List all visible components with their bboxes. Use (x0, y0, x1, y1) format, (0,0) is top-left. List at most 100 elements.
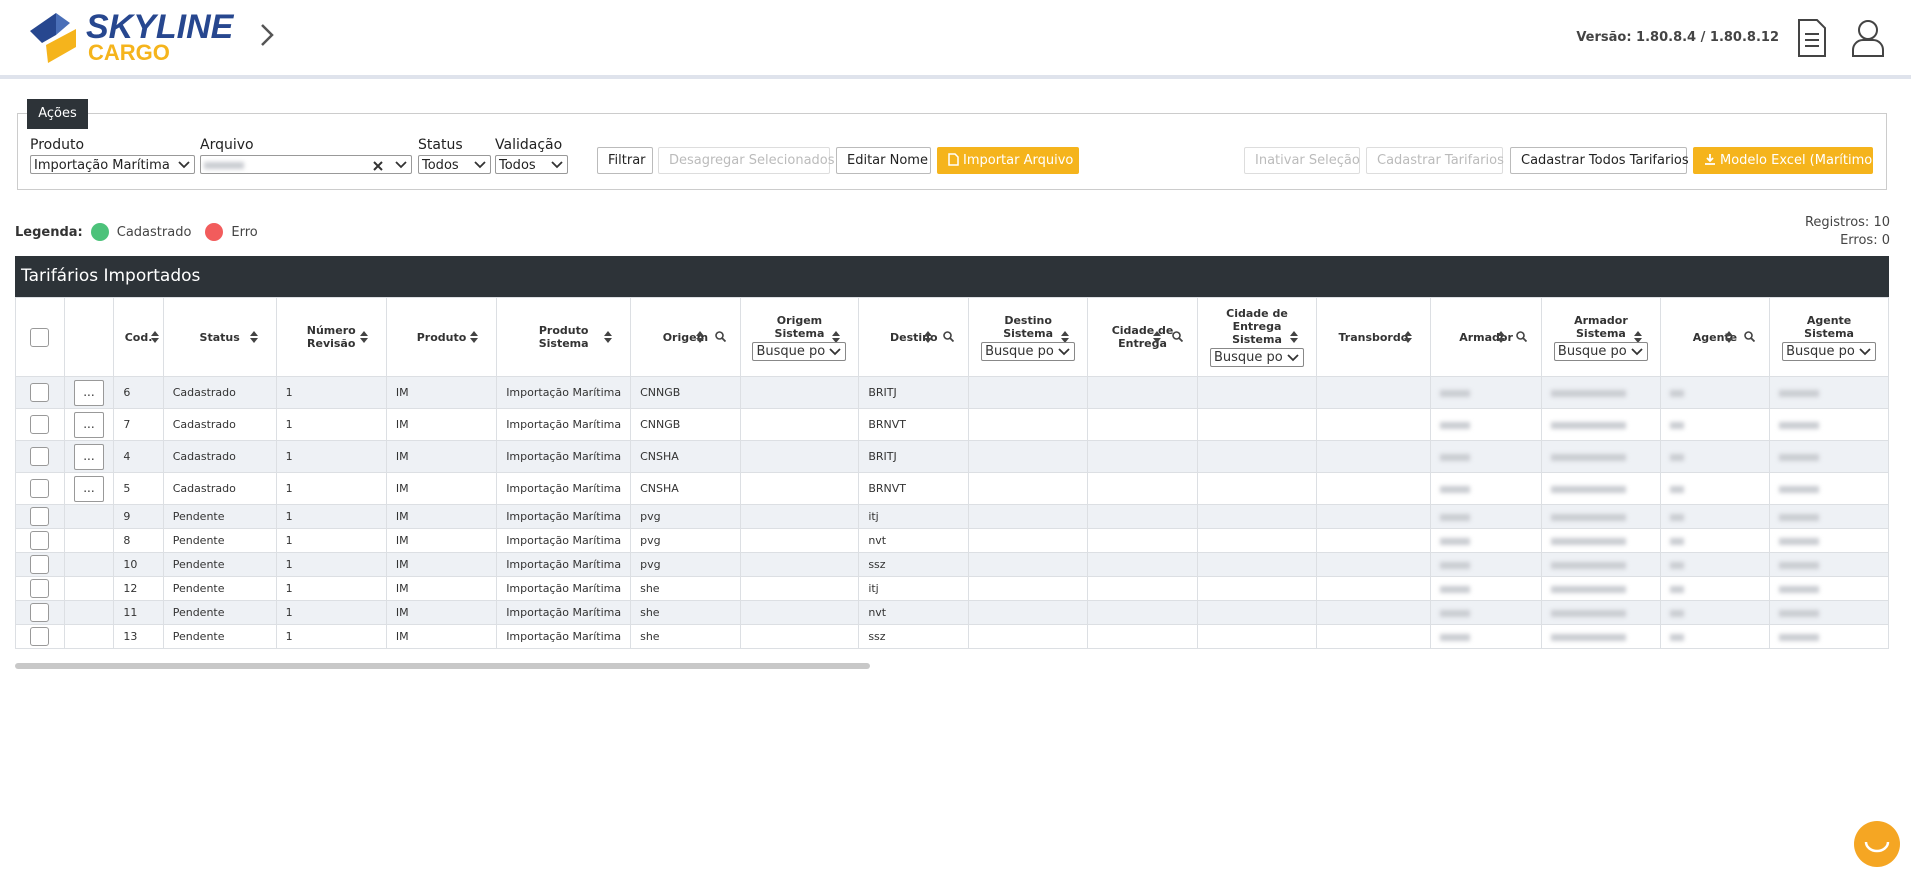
column-filter[interactable]: Busque po (1782, 341, 1877, 361)
header-cell[interactable]: Produto Sistema (496, 297, 632, 377)
actions-tab[interactable]: Ações (27, 99, 88, 129)
header-cell[interactable]: Destino Sistema Busque po (968, 297, 1088, 377)
filter-select[interactable]: Todos (495, 155, 568, 174)
row-checkbox[interactable] (30, 479, 50, 498)
button-label: Desagregar Selecionados (669, 153, 835, 168)
header-cell[interactable]: Número Revisão (275, 297, 387, 377)
row-actions[interactable]: ... (73, 475, 104, 502)
cell (15, 552, 65, 577)
blurred-text (1779, 453, 1820, 461)
cell (1429, 376, 1543, 409)
chat-button[interactable] (1853, 820, 1901, 868)
cell-text: pvg (640, 510, 661, 523)
header-cell[interactable]: Status (162, 297, 277, 377)
filter-value: Todos (422, 158, 459, 173)
sort-icon[interactable] (1725, 331, 1734, 346)
cell (1315, 472, 1431, 505)
sort-icon[interactable] (150, 331, 159, 346)
sort-icon[interactable] (1060, 331, 1069, 346)
sort-icon[interactable] (249, 331, 258, 346)
sort-icon[interactable] (1633, 331, 1642, 346)
row-checkbox[interactable] (30, 603, 50, 622)
column-filter[interactable]: Busque po (981, 341, 1076, 361)
header-cell[interactable]: Armador (1429, 297, 1543, 377)
action-button[interactable]: Filtrar (597, 147, 653, 174)
row-actions[interactable]: ... (73, 411, 104, 438)
header-cell[interactable]: Cidade de Entrega Sistema Busque po (1197, 297, 1317, 377)
search-icon[interactable] (1516, 331, 1528, 345)
sort-icon[interactable] (470, 331, 479, 346)
column-filter[interactable]: Busque po (752, 341, 847, 361)
header-cell[interactable]: Origem Sistema Busque po (739, 297, 860, 377)
row-checkbox[interactable] (30, 383, 50, 402)
sort-icon[interactable] (832, 331, 841, 346)
action-button[interactable]: Importar Arquivo (937, 147, 1079, 174)
logo-bottom: CARGO (88, 40, 170, 65)
header-cell[interactable]: Origem (630, 297, 741, 377)
sort-icon[interactable] (1289, 331, 1298, 346)
row-checkbox[interactable] (30, 579, 50, 598)
cell-text: BRITJ (868, 450, 897, 463)
cell (1086, 376, 1199, 409)
cell-text: itj (868, 510, 879, 523)
cell (1086, 528, 1199, 553)
header-cell[interactable]: Armador Sistema Busque po (1541, 297, 1661, 377)
cell: she (630, 624, 741, 649)
row-actions[interactable]: ... (73, 379, 104, 406)
cell-text: 9 (123, 510, 131, 523)
header-cell[interactable]: Produto (385, 297, 498, 377)
cell (1541, 408, 1661, 441)
header-cell[interactable]: Cod. (113, 297, 164, 377)
row-checkbox[interactable] (30, 447, 50, 466)
sort-icon[interactable] (695, 331, 704, 346)
sort-icon[interactable] (1153, 331, 1162, 346)
select-all[interactable] (30, 327, 50, 347)
row-checkbox[interactable] (30, 555, 50, 574)
cell (1429, 504, 1543, 529)
search-icon[interactable] (714, 331, 726, 345)
sort-icon[interactable] (604, 331, 613, 346)
cell-text: Importação Marítima (506, 482, 622, 495)
records-count: Registros: 10 (1804, 215, 1890, 230)
docs-icon[interactable] (1796, 18, 1828, 58)
table-row: 9 Pendente 1 IM Importação Marítima pvg itj (15, 504, 1889, 529)
row-actions[interactable]: ... (73, 443, 104, 470)
cell (1197, 472, 1317, 505)
sort-icon[interactable] (924, 331, 933, 346)
horizontal-scrollbar[interactable] (15, 663, 870, 669)
column-filter[interactable]: Busque po (1553, 341, 1648, 361)
cell: Pendente (162, 552, 277, 577)
row-checkbox[interactable] (30, 531, 50, 550)
cell: 1 (275, 504, 387, 529)
header-cell[interactable]: Cidade de Entrega (1086, 297, 1199, 377)
action-button[interactable]: Cadastrar Todos Tarifarios (1510, 147, 1689, 174)
search-icon[interactable] (1172, 331, 1184, 345)
search-icon[interactable] (1744, 331, 1756, 345)
menu-toggle[interactable] (258, 22, 276, 48)
sort-icon[interactable] (1403, 331, 1412, 346)
row-checkbox[interactable] (30, 507, 50, 526)
header-cell[interactable]: Destino (858, 297, 970, 377)
column-filter[interactable]: Busque po (1209, 348, 1304, 367)
sort-icon[interactable] (1497, 331, 1506, 346)
filter-select[interactable] (200, 155, 412, 174)
search-icon[interactable] (943, 331, 955, 345)
cell-text: she (640, 630, 660, 643)
row-checkbox[interactable] (30, 415, 50, 434)
header-cell[interactable]: Agente (1659, 297, 1771, 377)
header-cell[interactable]: Agente Sistema Busque po (1769, 297, 1889, 377)
filter-select[interactable]: Importação Marítima (30, 155, 195, 174)
column-label: Destino (890, 330, 938, 344)
user-icon[interactable] (1850, 18, 1886, 58)
header-cell[interactable]: Transbordo (1315, 297, 1431, 377)
cell (1659, 552, 1771, 577)
filter-select[interactable]: Todos (418, 155, 491, 174)
row-checkbox[interactable] (30, 627, 50, 646)
cell (1541, 552, 1661, 577)
cell-text: IM (395, 450, 409, 463)
cell-text: Cadastrado (172, 482, 236, 495)
sort-icon[interactable] (359, 331, 368, 346)
filter-placeholder: Busque po (756, 343, 826, 359)
action-button[interactable]: Modelo Excel (Marítimo) (1693, 147, 1877, 174)
action-button[interactable]: Editar Nome (836, 147, 931, 174)
